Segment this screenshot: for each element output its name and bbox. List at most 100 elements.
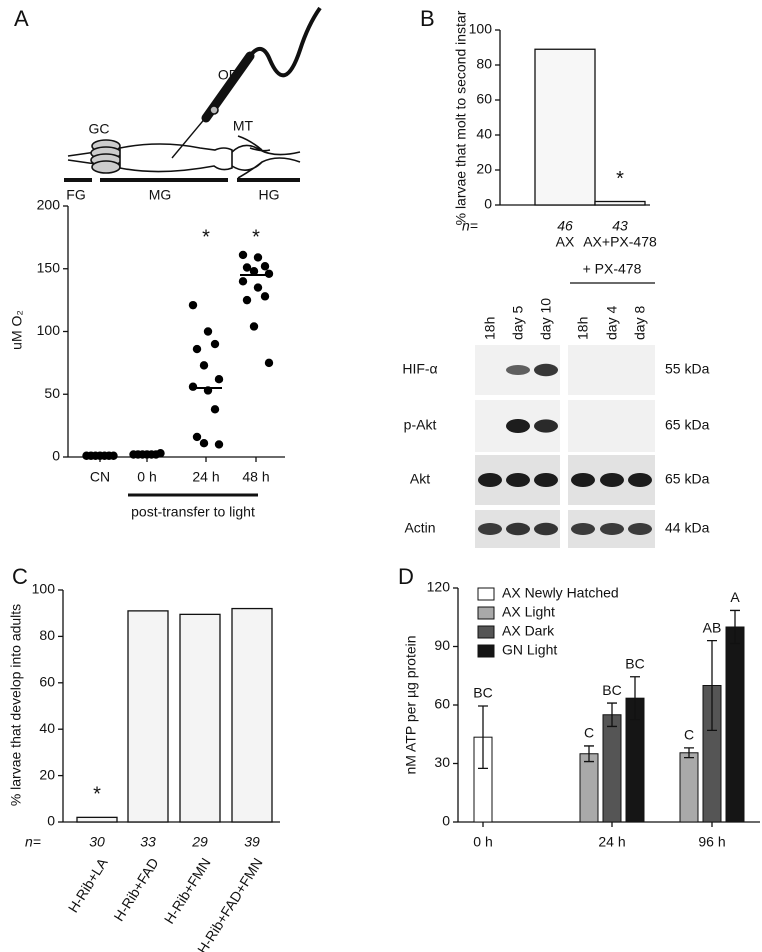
dot bbox=[238, 250, 248, 260]
dot bbox=[192, 432, 202, 442]
y-tick-label: 90 bbox=[434, 637, 450, 653]
size-label: 55 kDa bbox=[665, 361, 710, 377]
y-tick-label: 100 bbox=[469, 21, 493, 37]
y-axis-label: nM ATP per µg protein bbox=[403, 635, 419, 774]
dot bbox=[253, 253, 263, 262]
y-tick-label: 80 bbox=[476, 56, 492, 72]
group-letter: C bbox=[584, 725, 594, 741]
bracket-label: post-transfer to light bbox=[131, 504, 255, 520]
n-value: 46 bbox=[557, 218, 573, 234]
band bbox=[600, 473, 624, 487]
gut-diagram bbox=[64, 6, 322, 182]
legend-label: AX Newly Hatched bbox=[502, 585, 619, 601]
x-tick-label: 24 h bbox=[598, 834, 625, 850]
bar bbox=[231, 607, 273, 823]
dot bbox=[264, 358, 274, 368]
x-tick-label: AX bbox=[556, 234, 575, 250]
dot bbox=[199, 361, 209, 370]
hindgut bbox=[231, 135, 301, 179]
band bbox=[628, 473, 652, 487]
dot bbox=[203, 327, 213, 336]
y-tick-label: 60 bbox=[476, 91, 492, 107]
n-value: 39 bbox=[244, 834, 260, 850]
size-label: 44 kDa bbox=[665, 520, 710, 536]
y-tick-label: 0 bbox=[47, 813, 55, 829]
y-axis-label: % larvae that molt to second instar bbox=[453, 10, 469, 225]
x-tick-label: CN bbox=[90, 469, 110, 485]
band bbox=[478, 473, 502, 487]
y-tick-label: 20 bbox=[39, 766, 55, 782]
x-tick-label: AX+PX-478 bbox=[583, 234, 657, 250]
error-bar bbox=[730, 609, 740, 645]
legend-label: AX Light bbox=[502, 604, 555, 620]
group-letter: C bbox=[684, 727, 694, 743]
dot bbox=[214, 440, 224, 449]
lane-label: day 8 bbox=[632, 306, 648, 340]
lane-label: day 4 bbox=[604, 306, 620, 340]
legend-swatch bbox=[477, 587, 495, 601]
error-bar bbox=[607, 702, 617, 728]
dot bbox=[249, 322, 259, 331]
n-value: 33 bbox=[140, 834, 156, 850]
dot bbox=[192, 344, 202, 354]
panel-letter: A bbox=[14, 6, 29, 31]
legend-swatch bbox=[477, 644, 495, 658]
diagram-label: MT bbox=[233, 118, 254, 134]
dot bbox=[264, 269, 274, 278]
y-tick-label: 100 bbox=[37, 322, 61, 338]
error-bar bbox=[630, 676, 640, 721]
probe-cable bbox=[248, 6, 322, 78]
dot bbox=[242, 263, 252, 272]
bar bbox=[594, 200, 646, 206]
y-tick-label: 60 bbox=[39, 674, 55, 690]
band bbox=[506, 473, 530, 487]
y-tick-label: 120 bbox=[427, 579, 451, 595]
y-tick-label: 0 bbox=[484, 196, 492, 212]
error-bar bbox=[478, 705, 488, 770]
significance: * bbox=[616, 168, 624, 190]
y-tick-label: 60 bbox=[434, 696, 450, 712]
y-tick-label: 80 bbox=[39, 627, 55, 643]
diagram-label: GC bbox=[89, 121, 110, 137]
blot: 18h day 5 day 10 18h day 4 day 8 HIF-α 55 kDa p-… bbox=[402, 298, 710, 548]
y-tick-label: 200 bbox=[37, 197, 61, 213]
panel-letter: C bbox=[12, 564, 28, 589]
row-label: Akt bbox=[410, 471, 430, 487]
dot bbox=[210, 339, 220, 349]
group-letter: BC bbox=[625, 655, 644, 671]
lane-label: 18h bbox=[482, 317, 498, 340]
x-tick-label: 48 h bbox=[242, 469, 269, 485]
significance: * bbox=[202, 226, 210, 248]
band bbox=[628, 523, 652, 535]
diagram-label: FG bbox=[66, 187, 85, 203]
n-label: n= bbox=[25, 834, 41, 850]
y-axis-label: % larvae that develop into adults bbox=[8, 604, 24, 806]
legend-swatch bbox=[477, 625, 495, 639]
size-label: 65 kDa bbox=[665, 471, 710, 487]
lane-label: day 10 bbox=[538, 298, 554, 340]
n-value: 43 bbox=[612, 218, 628, 234]
band bbox=[571, 473, 595, 487]
probe-end bbox=[209, 105, 219, 115]
midgut bbox=[119, 143, 233, 173]
band bbox=[600, 523, 624, 535]
bar bbox=[534, 48, 596, 206]
bar bbox=[602, 714, 622, 823]
dot bbox=[214, 374, 224, 384]
blot-panel bbox=[568, 400, 655, 452]
legend-swatch bbox=[477, 606, 495, 620]
blot-panel bbox=[568, 345, 655, 395]
legend-label: AX Dark bbox=[502, 623, 555, 639]
n-value: 29 bbox=[191, 834, 208, 850]
diagram-label: MG bbox=[149, 187, 172, 203]
dot bbox=[253, 283, 263, 292]
band bbox=[506, 365, 530, 375]
y-tick-label: 100 bbox=[32, 581, 56, 597]
x-tick-label: 0 h bbox=[137, 469, 156, 485]
x-tick-label: H-Rib+FAD bbox=[110, 855, 161, 924]
x-tick-label: 24 h bbox=[192, 469, 219, 485]
dot bbox=[188, 300, 198, 310]
gastric-caeca bbox=[90, 139, 122, 174]
y-tick-label: 0 bbox=[52, 448, 60, 464]
